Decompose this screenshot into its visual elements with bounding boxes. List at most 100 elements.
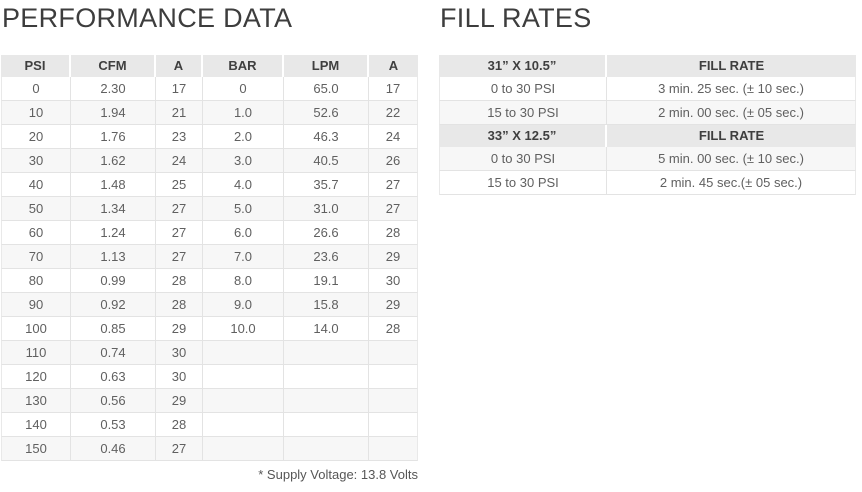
table-cell: 5.0 — [203, 197, 284, 221]
table-cell: 1.76 — [71, 125, 156, 149]
table-cell: 4.0 — [203, 173, 284, 197]
table-header-row: PSI CFM A BAR LPM A — [1, 55, 418, 77]
table-cell: 1.0 — [203, 101, 284, 125]
page-root: PERFORMANCE DATA PSI CFM A BAR LPM A 0 2.30 17 0 6… — [1, 2, 856, 482]
performance-title: PERFORMANCE DATA — [2, 3, 293, 33]
table-cell: 27 — [156, 245, 203, 269]
table-cell: 60 — [1, 221, 71, 245]
table-cell: 52.6 — [284, 101, 369, 125]
table-cell: 120 — [1, 365, 71, 389]
table-cell — [369, 437, 418, 461]
table-cell: 14.0 — [284, 317, 369, 341]
table-cell: 50 — [1, 197, 71, 221]
table-cell: 10.0 — [203, 317, 284, 341]
table-cell: 140 — [1, 413, 71, 437]
table-cell: 0.46 — [71, 437, 156, 461]
table-cell: 8.0 — [203, 269, 284, 293]
table-cell: 40.5 — [284, 149, 369, 173]
table-cell: 31.0 — [284, 197, 369, 221]
table-cell: 19.1 — [284, 269, 369, 293]
table-cell — [369, 389, 418, 413]
table-cell: 0.92 — [71, 293, 156, 317]
table-cell: 0.99 — [71, 269, 156, 293]
table-cell: 3 min. 25 sec. (± 10 sec.) — [607, 77, 856, 101]
table-header-cell: 31” X 10.5” — [439, 55, 607, 77]
table-cell: 29 — [156, 317, 203, 341]
table-cell: 27 — [156, 221, 203, 245]
table-cell — [203, 389, 284, 413]
table-row: 0 to 30 PSI 3 min. 25 sec. (± 10 sec.) — [439, 77, 856, 101]
table-cell: 5 min. 00 sec. (± 10 sec.) — [607, 147, 856, 171]
table-cell: 27 — [369, 197, 418, 221]
table-cell: 65.0 — [284, 77, 369, 101]
table-cell: 24 — [156, 149, 203, 173]
fill-rates-table-body: 31” X 10.5” FILL RATE 0 to 30 PSI 3 min. 25… — [439, 55, 856, 195]
table-cell: 28 — [369, 221, 418, 245]
table-cell: 80 — [1, 269, 71, 293]
table-cell: 46.3 — [284, 125, 369, 149]
table-cell: 30 — [1, 149, 71, 173]
table-header-cell: A — [369, 55, 418, 77]
table-cell: 15 to 30 PSI — [439, 101, 607, 125]
table-cell — [284, 365, 369, 389]
table-cell: 27 — [156, 197, 203, 221]
table-header-cell: 33” X 12.5” — [439, 125, 607, 147]
table-cell: 150 — [1, 437, 71, 461]
table-cell: 1.34 — [71, 197, 156, 221]
table-cell — [369, 413, 418, 437]
table-row: 70 1.13 27 7.0 23.6 29 — [1, 245, 418, 269]
table-cell: 1.13 — [71, 245, 156, 269]
table-cell: 0.63 — [71, 365, 156, 389]
table-cell: 29 — [369, 245, 418, 269]
table-row: 0 2.30 17 0 65.0 17 — [1, 77, 418, 101]
table-cell: 3.0 — [203, 149, 284, 173]
fill-rates-section: FILL RATES 31” X 10.5” FILL RATE 0 to 30 P… — [439, 2, 856, 482]
table-row: 60 1.24 27 6.0 26.6 28 — [1, 221, 418, 245]
table-cell: 23.6 — [284, 245, 369, 269]
table-cell: 2 min. 45 sec.(± 05 sec.) — [607, 171, 856, 195]
table-row: 50 1.34 27 5.0 31.0 27 — [1, 197, 418, 221]
table-row: 150 0.46 27 — [1, 437, 418, 461]
table-row: 30 1.62 24 3.0 40.5 26 — [1, 149, 418, 173]
supply-voltage-note: * Supply Voltage: 13.8 Volts — [258, 467, 418, 482]
table-row: 0 to 30 PSI 5 min. 00 sec. (± 10 sec.) — [439, 147, 856, 171]
table-cell: 1.62 — [71, 149, 156, 173]
table-cell: 23 — [156, 125, 203, 149]
table-row: 120 0.63 30 — [1, 365, 418, 389]
table-cell: 1.94 — [71, 101, 156, 125]
table-row: 130 0.56 29 — [1, 389, 418, 413]
table-cell: 7.0 — [203, 245, 284, 269]
table-cell: 28 — [156, 293, 203, 317]
table-row: 15 to 30 PSI 2 min. 45 sec.(± 05 sec.) — [439, 171, 856, 195]
table-cell: 2 min. 00 sec. (± 05 sec.) — [607, 101, 856, 125]
fill-rates-table: 31” X 10.5” FILL RATE 0 to 30 PSI 3 min. 25… — [439, 55, 856, 195]
table-cell: 2.30 — [71, 77, 156, 101]
table-cell: 0.53 — [71, 413, 156, 437]
table-header-cell: A — [156, 55, 203, 77]
table-cell: 30 — [156, 341, 203, 365]
table-cell — [203, 341, 284, 365]
table-header-cell: LPM — [284, 55, 369, 77]
table-cell — [203, 413, 284, 437]
table-cell: 26 — [369, 149, 418, 173]
table-cell: 40 — [1, 173, 71, 197]
table-cell — [369, 341, 418, 365]
table-cell: 17 — [369, 77, 418, 101]
table-cell: 6.0 — [203, 221, 284, 245]
table-cell: 90 — [1, 293, 71, 317]
table-cell: 30 — [156, 365, 203, 389]
table-cell: 9.0 — [203, 293, 284, 317]
table-cell: 28 — [156, 413, 203, 437]
table-cell: 20 — [1, 125, 71, 149]
table-cell — [284, 437, 369, 461]
table-cell: 27 — [156, 437, 203, 461]
table-cell: 15.8 — [284, 293, 369, 317]
table-cell: 26.6 — [284, 221, 369, 245]
table-cell: 70 — [1, 245, 71, 269]
table-cell: 21 — [156, 101, 203, 125]
table-row: 15 to 30 PSI 2 min. 00 sec. (± 05 sec.) — [439, 101, 856, 125]
table-cell: 0.74 — [71, 341, 156, 365]
table-header-cell: PSI — [1, 55, 71, 77]
table-cell: 100 — [1, 317, 71, 341]
table-cell: 0.85 — [71, 317, 156, 341]
